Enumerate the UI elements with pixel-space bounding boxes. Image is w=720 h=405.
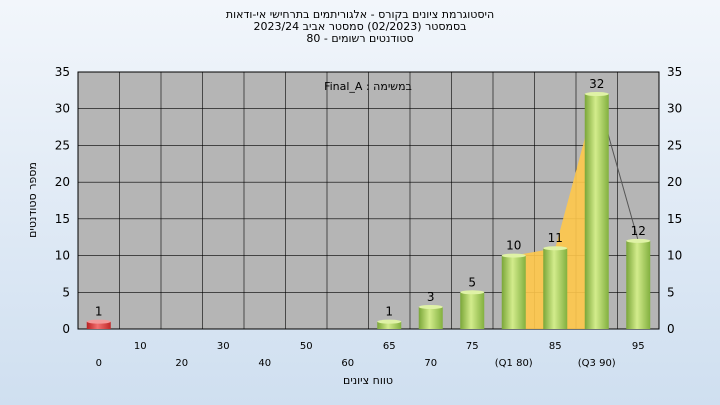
x-tick-0: 0 [96,358,102,369]
bar-12 [584,94,609,330]
x-axis-label: טווח ציונים [343,374,393,387]
bar-top-8 [418,304,443,309]
y-tick-left-25: 25 [55,138,70,152]
bar-13 [626,240,651,329]
x-tick-4: 40 [258,358,271,369]
bar-top-11 [543,246,568,251]
y-tick-right-0: 0 [667,322,675,336]
y-tick-right-20: 20 [667,175,682,189]
value-label-0: 1 [95,305,103,319]
y-tick-right-25: 25 [667,138,682,152]
x-tick-11: 85 [549,341,562,352]
value-label-8: 3 [427,290,435,304]
x-tick-2: 20 [175,358,188,369]
y-tick-left-10: 10 [55,249,70,263]
y-tick-right-30: 30 [667,102,682,116]
chart-subtitle: בסמסטר (02/2023) סמסטר אביב 2023/24 [253,20,467,33]
bar-0 [86,321,111,329]
value-label-9: 5 [468,275,476,289]
chart-titles: היסטוגרמת ציונים בקורס - אלגוריתמים בתרח… [0,9,720,45]
bar-10 [501,255,526,329]
value-label-10: 10 [506,239,521,253]
x-tick-7: 65 [383,341,396,352]
bar-top-13 [626,238,651,243]
bar-top-9 [460,290,485,295]
bar-top-7 [377,319,402,324]
y-tick-left-35: 35 [55,65,70,79]
value-label-7: 1 [385,305,393,319]
interquartile-area [513,94,597,330]
bar-9 [460,292,485,329]
chart-enrollment: סטודנטים רשומים - 80 [306,32,414,45]
y-tick-left-15: 15 [55,212,70,226]
bar-top-12 [584,92,609,97]
x-tick-9: 75 [466,341,479,352]
x-tick-3: 30 [217,341,230,352]
x-tick-1: 10 [134,341,147,352]
bar-top-10 [501,253,526,258]
x-tick-6: 60 [341,358,354,369]
task-annotation: במשימה : Final_A [324,80,412,93]
y-tick-left-0: 0 [62,322,70,336]
value-label-13: 12 [631,224,646,238]
y-tick-right-35: 35 [667,65,682,79]
x-tick-10: (Q1 80) [495,358,533,369]
bar-7 [377,321,402,329]
y-tick-left-5: 5 [62,285,70,299]
value-label-12: 32 [589,77,604,91]
value-label-11: 11 [548,231,563,245]
x-tick-8: 70 [424,358,437,369]
y-tick-right-15: 15 [667,212,682,226]
x-tick-12: (Q3 90) [578,358,616,369]
y-tick-left-20: 20 [55,175,70,189]
y-axis-label: מספר סטודנטים [26,162,39,238]
y-tick-left-30: 30 [55,102,70,116]
bar-top-0 [86,319,111,324]
y-tick-right-5: 5 [667,285,675,299]
y-tick-right-10: 10 [667,249,682,263]
x-tick-13: 95 [632,341,645,352]
chart-title: היסטוגרמת ציונים בקורס - אלגוריתמים בתרח… [225,8,495,21]
bar-8 [418,306,443,329]
x-tick-5: 50 [300,341,313,352]
bar-11 [543,248,568,329]
